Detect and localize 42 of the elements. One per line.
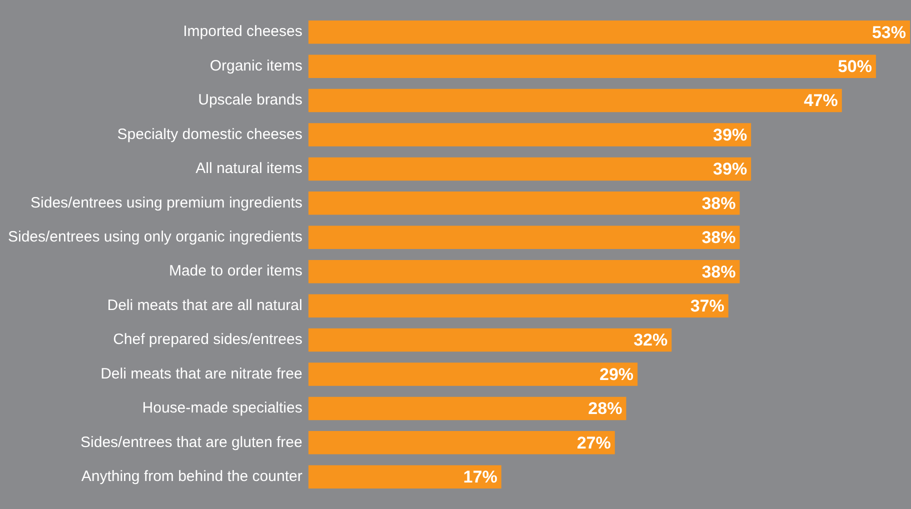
y-tick-label: Upscale brands xyxy=(198,92,302,109)
bar xyxy=(308,431,615,454)
y-tick-label: Sides/entrees using only organic ingredients xyxy=(8,228,302,246)
data-label: 53% xyxy=(872,22,906,42)
data-label: 38% xyxy=(702,262,736,282)
bar xyxy=(308,328,672,352)
y-tick-label: Sides/entrees that are gluten free xyxy=(80,434,302,451)
y-tick-label: Deli meats that are nitrate free xyxy=(100,365,302,382)
data-label: 50% xyxy=(838,57,872,76)
y-tick-label: Anything from behind the counter xyxy=(81,468,302,486)
y-tick-label: House-made specialties xyxy=(142,400,302,417)
data-label: 17% xyxy=(463,468,498,487)
bar xyxy=(308,192,740,215)
bar xyxy=(308,226,740,250)
bar xyxy=(308,294,728,318)
data-label: 27% xyxy=(576,433,611,452)
data-label: 47% xyxy=(804,91,838,110)
y-tick-label: Organic items xyxy=(210,57,302,74)
data-label: 28% xyxy=(588,399,622,418)
y-tick-label: Made to order items xyxy=(168,262,302,280)
bar xyxy=(308,260,740,284)
y-tick-label: Imported cheeses xyxy=(183,23,302,40)
y-tick-label: All natural items xyxy=(196,160,302,178)
bar xyxy=(308,123,752,146)
bar xyxy=(308,396,626,420)
data-label: 39% xyxy=(713,125,748,144)
y-tick-label: Deli meats that are all natural xyxy=(107,296,302,314)
data-label: 29% xyxy=(600,364,634,384)
data-label: 37% xyxy=(690,296,724,316)
bar xyxy=(308,20,910,44)
y-tick-label: Sides/entrees using premium ingredients xyxy=(30,194,302,212)
data-label: 32% xyxy=(634,330,668,350)
bar xyxy=(308,54,876,78)
bar xyxy=(308,362,638,386)
data-label: 38% xyxy=(702,194,736,213)
bar xyxy=(308,88,842,112)
data-label: 38% xyxy=(702,228,736,248)
data-label: 39% xyxy=(713,160,748,179)
bar xyxy=(308,157,752,181)
bar xyxy=(308,465,502,489)
y-tick-label: Specialty domestic cheeses xyxy=(117,126,302,143)
y-tick-label: Chef prepared sides/entrees xyxy=(113,331,302,348)
